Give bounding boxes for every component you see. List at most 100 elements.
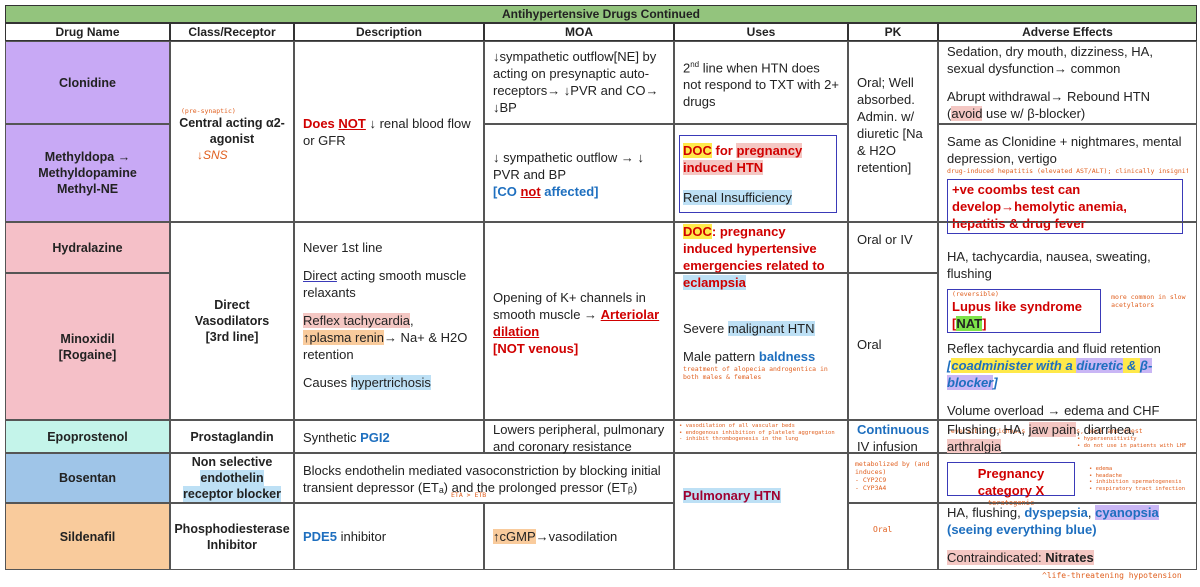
class-central-label: Central acting α2-agonist xyxy=(179,116,285,146)
desc-vaso-retention: → Na+ & H2O retention xyxy=(303,330,468,362)
header-moa: MOA xyxy=(484,23,674,41)
pk-central: Oral; Well absorbed. Admin. w/ diuretic … xyxy=(848,41,938,222)
adverse-epo-jaw: jaw pain xyxy=(1028,422,1077,437)
adverse-clon-avoid: avoid xyxy=(951,106,983,121)
moa-vaso-arteriolar: Arteriolar dilation xyxy=(493,307,660,339)
desc-sildenafil: PDE5 inhibitor xyxy=(294,503,484,570)
adverse-methyl-coombs: +ve coombs test can develop→hemolytic an… xyxy=(952,182,1127,231)
desc-vaso-causes: Causes xyxy=(303,375,351,390)
uses-methyl-renal: Renal Insufficiency xyxy=(683,190,792,205)
adverse-sil-blue: (seeing everything blue) xyxy=(947,522,1097,537)
uses-methyl-for: for xyxy=(711,143,737,158)
adverse-sil-contraindicated: Contraindicated: xyxy=(947,550,1046,565)
uses-clon-nd: nd xyxy=(690,60,700,69)
drug-sildenafil: Sildenafil xyxy=(5,503,170,570)
adverse-bosentan: Pregnancy category X teratogenic • edema… xyxy=(938,453,1197,507)
uses-hydralazine: DOC: pregnancy induced hypertensive emer… xyxy=(674,222,848,290)
uses-methyldopa: DOC for pregnancy induced HTN Renal Insu… xyxy=(674,124,848,222)
drug-epoprostenol-label: Epoprostenol xyxy=(47,429,128,444)
adverse-methyl-note: drug-induced hepatitis (elevated AST/ALT… xyxy=(947,167,1188,175)
pk-minoxidil: Oral xyxy=(848,273,938,420)
adverse-sil-dyspepsia: dyspepsia xyxy=(1024,505,1088,520)
pk-minoxidil-text: Oral xyxy=(857,337,882,352)
uses-bosentan-pulmonary: Pulmonary HTN xyxy=(683,488,781,503)
desc-vaso-comma: , xyxy=(409,313,414,328)
drug-hydralazine: Hydralazine xyxy=(5,222,170,273)
pk-bosentan: metabolized by (and induces) - CYP2C9 - … xyxy=(848,453,938,503)
drug-minoxidil: Minoxidil [Rogaine] xyxy=(5,273,170,420)
adverse-min-coadminister: coadminister with a xyxy=(951,358,1077,373)
desc-bosentan-text: Blocks endothelin mediated vasoconstrict… xyxy=(303,463,661,495)
class-central-cell: (pre-synaptic) Central acting α2-agonist… xyxy=(170,41,294,222)
adverse-min-close: ] xyxy=(993,375,998,390)
adverse-sil-note: ^life-threatening hypotension xyxy=(1042,571,1182,580)
adverse-min-line1: Reflex tachycardia and fluid retention xyxy=(947,341,1161,356)
class-vasodilators: Direct Vasodilators [3rd line] xyxy=(170,222,294,420)
moa-methyldopa-text: ↓ sympathetic outflow → ↓ PVR and BP xyxy=(493,150,644,182)
uses-epoprostenol: • vasodilation of all vascular beds • en… xyxy=(674,420,848,453)
moa-sildenafil: ↑cGMP→vasodilation xyxy=(484,503,674,570)
moa-methyldopa-not: not xyxy=(520,184,541,199)
header-uses: Uses xyxy=(674,23,848,41)
moa-clonidine: ↓sympathetic outflow[NE] by acting on pr… xyxy=(484,41,674,124)
uses-bosentan-sildenafil: Pulmonary HTN xyxy=(674,453,848,570)
desc-vaso-line1: Never 1st line xyxy=(303,240,383,255)
desc-sil-inhibitor: inhibitor xyxy=(336,529,387,544)
adverse-min-volume: Volume overload → edema and CHF xyxy=(947,403,1160,418)
header-description: Description xyxy=(294,23,484,41)
adverse-epoprostenol: Flushing, HA, jaw pain, diarrhea, arthra… xyxy=(938,420,1197,454)
desc-vasodilators: Never 1st line Direct acting smooth musc… xyxy=(294,222,484,420)
adverse-lupus-nat: NAT xyxy=(956,316,983,331)
adverse-vasodilators: HA, tachycardia, nausea, sweating, flush… xyxy=(938,222,1197,435)
desc-vaso-renin: ↑plasma renin xyxy=(303,330,384,345)
adverse-sil-ha: HA, flushing, xyxy=(947,505,1025,520)
adverse-lupus-text: Lupus like syndrome [ xyxy=(952,299,1083,331)
desc-bosentan-note: ETA > ETB xyxy=(451,491,487,499)
drug-bosentan: Bosentan xyxy=(5,453,170,503)
drug-clonidine: Clonidine xyxy=(5,41,170,124)
class-bosentan: Non selective endothelin receptor blocke… xyxy=(170,453,294,503)
moa-vaso-text: Opening of K+ channels in smooth muscle … xyxy=(493,290,646,322)
class-prostaglandin: Prostaglandin xyxy=(170,420,294,453)
desc-bosentan: Blocks endothelin mediated vasoconstrict… xyxy=(294,453,674,503)
uses-clonidine: 2nd line when HTN does not respond to TX… xyxy=(674,41,848,124)
adverse-lupus-close: ] xyxy=(982,316,987,331)
adverse-clonidine: Sedation, dry mouth, dizziness, HA, sexu… xyxy=(938,41,1197,124)
drug-minoxidil-line1: Minoxidil xyxy=(60,331,115,346)
drug-epoprostenol: Epoprostenol xyxy=(5,420,170,453)
uses-min-malignant: malignant HTN xyxy=(727,321,815,336)
table-title: Antihypertensive Drugs Continued xyxy=(5,5,1197,23)
class-vasodilators-line1: Direct Vasodilators xyxy=(194,298,270,328)
adverse-sil-comma: , xyxy=(1087,505,1096,520)
adverse-methyldopa: Same as Clonidine + nightmares, mental d… xyxy=(938,124,1197,234)
desc-vaso-reflex: Reflex tachycardia xyxy=(303,313,410,328)
header-adverse-effects: Adverse Effects xyxy=(938,23,1197,41)
header-drug-name: Drug Name xyxy=(5,23,170,41)
adverse-lupus-side-note: more common in slow acetylators xyxy=(1111,293,1186,309)
uses-min-note: treatment of alopecia androgentica in bo… xyxy=(683,365,828,381)
pk-epoprostenol: Continuous IV infusion xyxy=(848,420,938,454)
moa-clonidine-text: ↓sympathetic outflow[NE] by acting on pr… xyxy=(493,49,659,115)
class-sildenafil: Phosphodiesterase Inhibitor xyxy=(170,503,294,570)
drug-methyldopa-line2: Methyldopamine xyxy=(38,166,137,180)
uses-min-severe: Severe xyxy=(683,321,728,336)
pk-hydralazine: Oral or IV xyxy=(848,222,938,273)
moa-vasodilators: Opening of K+ channels in smooth muscle … xyxy=(484,222,674,420)
class-bosentan-line1: Non selective xyxy=(191,455,273,469)
desc-sil-pde5: PDE5 xyxy=(303,529,337,544)
desc-epo-synthetic: Synthetic xyxy=(303,430,361,445)
adverse-bosentan-pregnancy: Pregnancy category X xyxy=(977,466,1045,498)
moa-sil-vasodilation: →vasodilation xyxy=(535,529,618,544)
desc-central-not: NOT xyxy=(338,116,366,131)
drug-bosentan-label: Bosentan xyxy=(59,471,116,485)
adverse-hyd-line1: HA, tachycardia, nausea, sweating, flush… xyxy=(947,249,1151,281)
class-prostaglandin-label: Prostaglandin xyxy=(190,429,274,444)
moa-epoprostenol: Lowers peripheral, pulmonary and coronar… xyxy=(484,420,674,454)
uses-min-baldness: baldness xyxy=(758,349,816,364)
adverse-methyl-line1: Same as Clonidine + nightmares, mental d… xyxy=(947,134,1182,166)
desc-central-rest: ↓ renal blood flow or GFR xyxy=(303,116,471,148)
class-sildenafil-line1: Phosphodiesterase xyxy=(174,521,290,536)
class-central-note: (pre-synaptic) xyxy=(181,107,236,115)
adverse-epo-arthralgia: arthralgia xyxy=(947,439,1002,454)
uses-epo-note: • vasodilation of all vascular beds • en… xyxy=(679,423,835,442)
